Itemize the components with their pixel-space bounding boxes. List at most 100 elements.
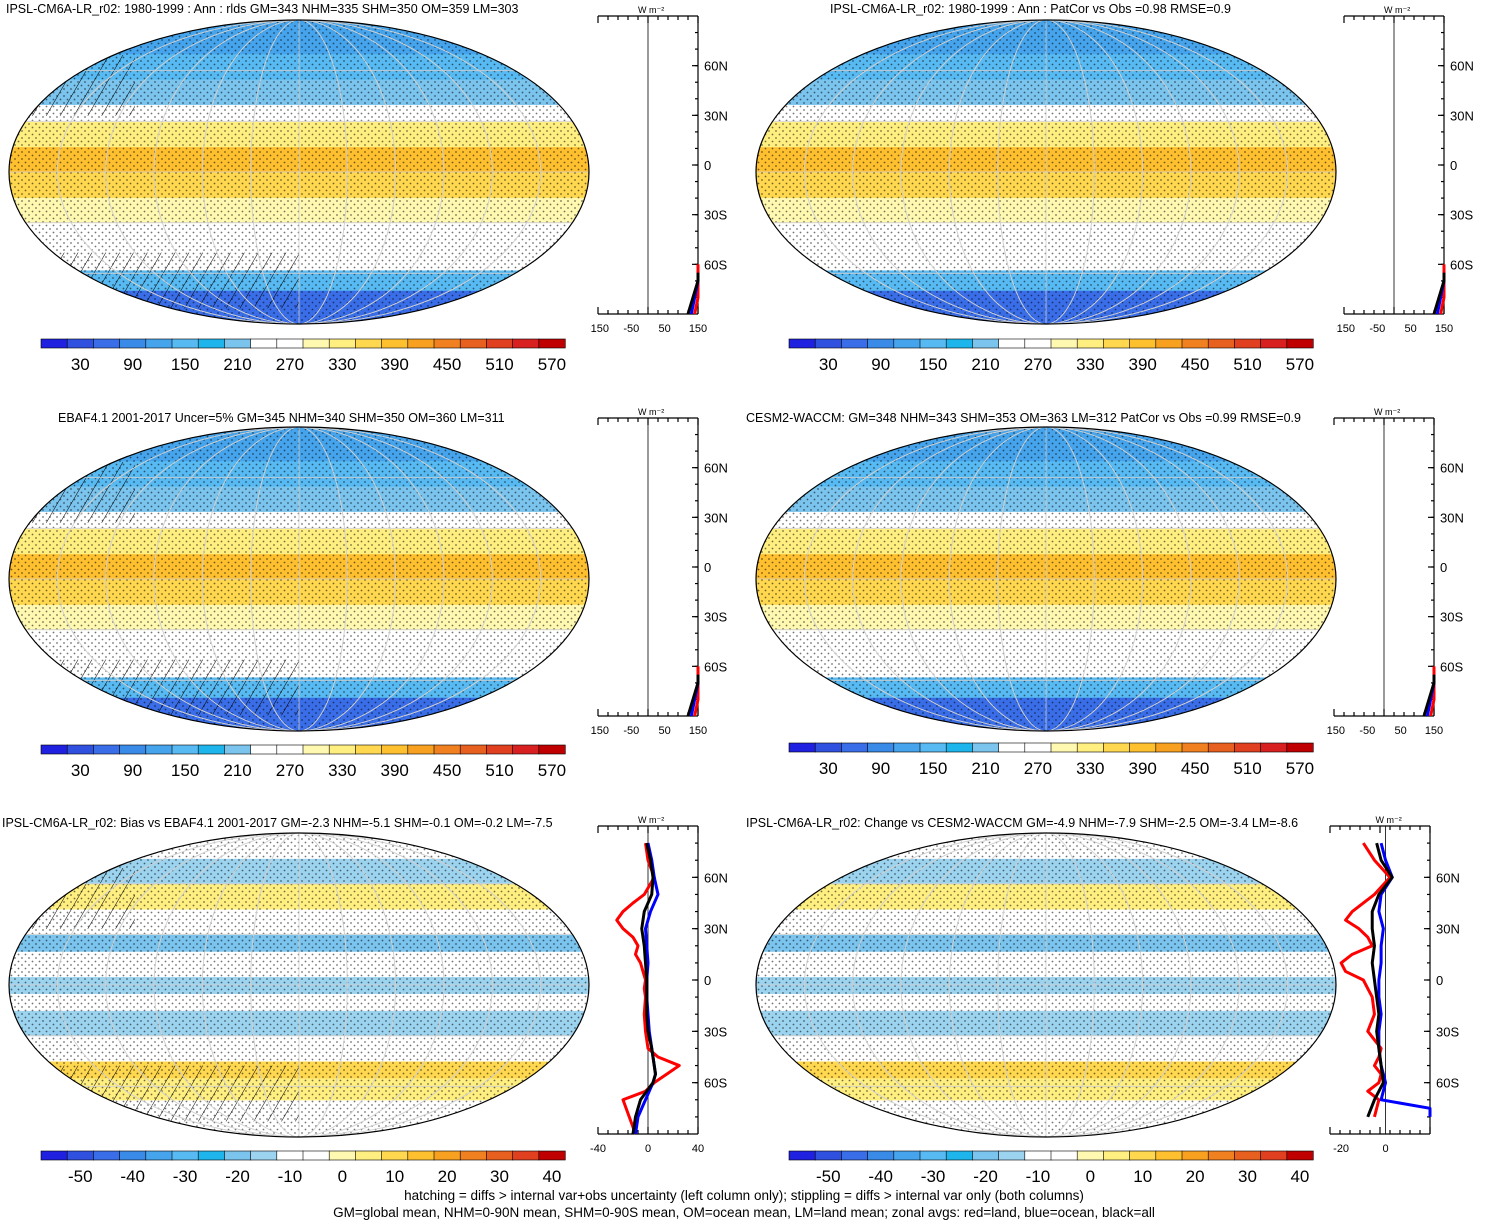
colorbar-swatch bbox=[1076, 742, 1105, 753]
colorbar-swatch bbox=[66, 338, 95, 349]
zonal-lat-label: 0 bbox=[704, 973, 711, 988]
zonal-lat-label: 30S bbox=[704, 610, 727, 625]
colorbar-swatch bbox=[945, 742, 973, 753]
colorbar-tick-label: 270 bbox=[276, 761, 304, 780]
colorbar-swatch bbox=[486, 338, 514, 349]
colorbar-tick-label: 270 bbox=[1024, 355, 1052, 374]
colorbar-tick-label: 390 bbox=[1129, 759, 1157, 778]
panel-5-colorbar: -50-40-30-20-1001020304050 bbox=[40, 1150, 566, 1186]
zonal-lat-label: 30N bbox=[704, 510, 728, 525]
panel-4-map bbox=[755, 426, 1337, 732]
colorbar-swatch bbox=[459, 744, 488, 755]
colorbar-swatch bbox=[276, 744, 304, 755]
colorbar-tick-label: -20 bbox=[973, 1167, 998, 1186]
colorbar-swatch bbox=[1103, 742, 1131, 753]
zonal-x-tick-label: -150 bbox=[590, 323, 609, 335]
zonal-lat-label: 60N bbox=[1440, 461, 1464, 476]
colorbar-swatch bbox=[197, 338, 225, 349]
zonal-x-tick-label: 0 bbox=[1382, 1143, 1388, 1155]
colorbar-swatch bbox=[1286, 742, 1314, 753]
colorbar-swatch bbox=[919, 742, 947, 753]
colorbar-tick-label: 450 bbox=[433, 355, 461, 374]
colorbar-tick-label: 0 bbox=[1086, 1167, 1095, 1186]
colorbar-tick-label: 510 bbox=[485, 355, 513, 374]
colorbar-swatch bbox=[1207, 742, 1236, 753]
colorbar-swatch bbox=[145, 744, 173, 755]
colorbar-swatch bbox=[302, 744, 330, 755]
panel-5-zonal-profile: 60N 30N 0 30S 60S W m⁻² -40 0 40 bbox=[590, 815, 728, 1155]
colorbar-swatch bbox=[119, 338, 147, 349]
colorbar-swatch bbox=[1181, 1150, 1209, 1161]
map-outline bbox=[755, 832, 1337, 1138]
zonal-lat-label: 30S bbox=[1440, 610, 1463, 625]
colorbar-swatch bbox=[250, 1150, 278, 1161]
colorbar-swatch bbox=[867, 338, 895, 349]
panel-4-zonal-profile: 60N 30N 0 30S 60S W m⁻² -150 -50 50 150 bbox=[1326, 407, 1464, 737]
colorbar-tick-label: 0 bbox=[338, 1167, 347, 1186]
zonal-lat-label: 30S bbox=[704, 208, 727, 223]
panel-1-colorbar: 3090150210270330390450510570630 bbox=[40, 338, 566, 374]
zonal-x-tick-label: 40 bbox=[692, 1143, 704, 1155]
colorbar-swatch bbox=[788, 742, 816, 753]
colorbar-tick-label: 570 bbox=[538, 355, 566, 374]
colorbar-swatch bbox=[814, 742, 843, 753]
colorbar-swatch bbox=[1207, 1150, 1236, 1161]
colorbar-swatch bbox=[788, 338, 816, 349]
zonal-lat-label: 60N bbox=[1450, 59, 1474, 74]
zonal-x-tick-label: 150 bbox=[1425, 725, 1443, 737]
colorbar-swatch bbox=[486, 744, 514, 755]
zonal-series-all bbox=[686, 272, 700, 315]
zonal-x-tick-label: -150 bbox=[590, 725, 609, 737]
zonal-lat-label: 0 bbox=[1440, 560, 1447, 575]
colorbar-tick-label: 270 bbox=[276, 355, 304, 374]
colorbar-swatch bbox=[972, 1150, 1000, 1161]
map-outline bbox=[8, 426, 590, 732]
colorbar-tick-label: 330 bbox=[1076, 355, 1104, 374]
colorbar-tick-label: -20 bbox=[225, 1167, 250, 1186]
colorbar-tick-label: 10 bbox=[385, 1167, 404, 1186]
colorbar-tick-label: 90 bbox=[871, 355, 890, 374]
colorbar-tick-label: 30 bbox=[819, 759, 838, 778]
zonal-lat-label: 0 bbox=[1450, 158, 1457, 173]
colorbar-swatch bbox=[276, 338, 304, 349]
colorbar-swatch bbox=[93, 744, 121, 755]
colorbar-swatch bbox=[1050, 1150, 1078, 1161]
colorbar-tick-label: 30 bbox=[819, 355, 838, 374]
colorbar-swatch bbox=[1155, 742, 1183, 753]
colorbar-swatch bbox=[407, 744, 435, 755]
colorbar-swatch bbox=[1286, 1150, 1314, 1161]
colorbar-tick-label: 20 bbox=[1186, 1167, 1205, 1186]
zonal-series-all bbox=[1422, 674, 1436, 717]
colorbar-swatch bbox=[512, 744, 540, 755]
panel-2-colorbar: 3090150210270330390450510570630 bbox=[788, 338, 1314, 374]
colorbar-tick-label: 330 bbox=[328, 761, 356, 780]
map-outline bbox=[8, 19, 590, 325]
colorbar-tick-label: -40 bbox=[868, 1167, 893, 1186]
colorbar-swatch bbox=[893, 338, 921, 349]
zonal-unit-label: W m⁻² bbox=[638, 407, 664, 417]
colorbar-swatch bbox=[276, 1150, 304, 1161]
colorbar-swatch bbox=[407, 338, 435, 349]
colorbar-swatch bbox=[1234, 1150, 1262, 1161]
map-outline bbox=[755, 19, 1337, 325]
zonal-x-tick-label: -150 bbox=[1336, 323, 1355, 335]
colorbar-swatch bbox=[355, 338, 383, 349]
colorbar-swatch bbox=[171, 744, 199, 755]
colorbar-swatch bbox=[328, 338, 357, 349]
colorbar-swatch bbox=[381, 744, 409, 755]
colorbar-swatch bbox=[250, 338, 278, 349]
zonal-x-tick-label: -150 bbox=[1326, 725, 1345, 737]
colorbar-tick-label: 270 bbox=[1024, 759, 1052, 778]
colorbar-swatch bbox=[40, 1150, 68, 1161]
colorbar-swatch bbox=[66, 1150, 95, 1161]
colorbar-swatch bbox=[459, 338, 488, 349]
colorbar-tick-label: 570 bbox=[1286, 355, 1314, 374]
zonal-lat-label: 60S bbox=[1436, 1076, 1459, 1091]
colorbar-swatch bbox=[1207, 338, 1236, 349]
colorbar-swatch bbox=[1155, 338, 1183, 349]
colorbar-tick-label: 390 bbox=[381, 761, 409, 780]
colorbar-swatch bbox=[119, 1150, 147, 1161]
colorbar-tick-label: 30 bbox=[71, 761, 90, 780]
colorbar-swatch bbox=[328, 1150, 357, 1161]
